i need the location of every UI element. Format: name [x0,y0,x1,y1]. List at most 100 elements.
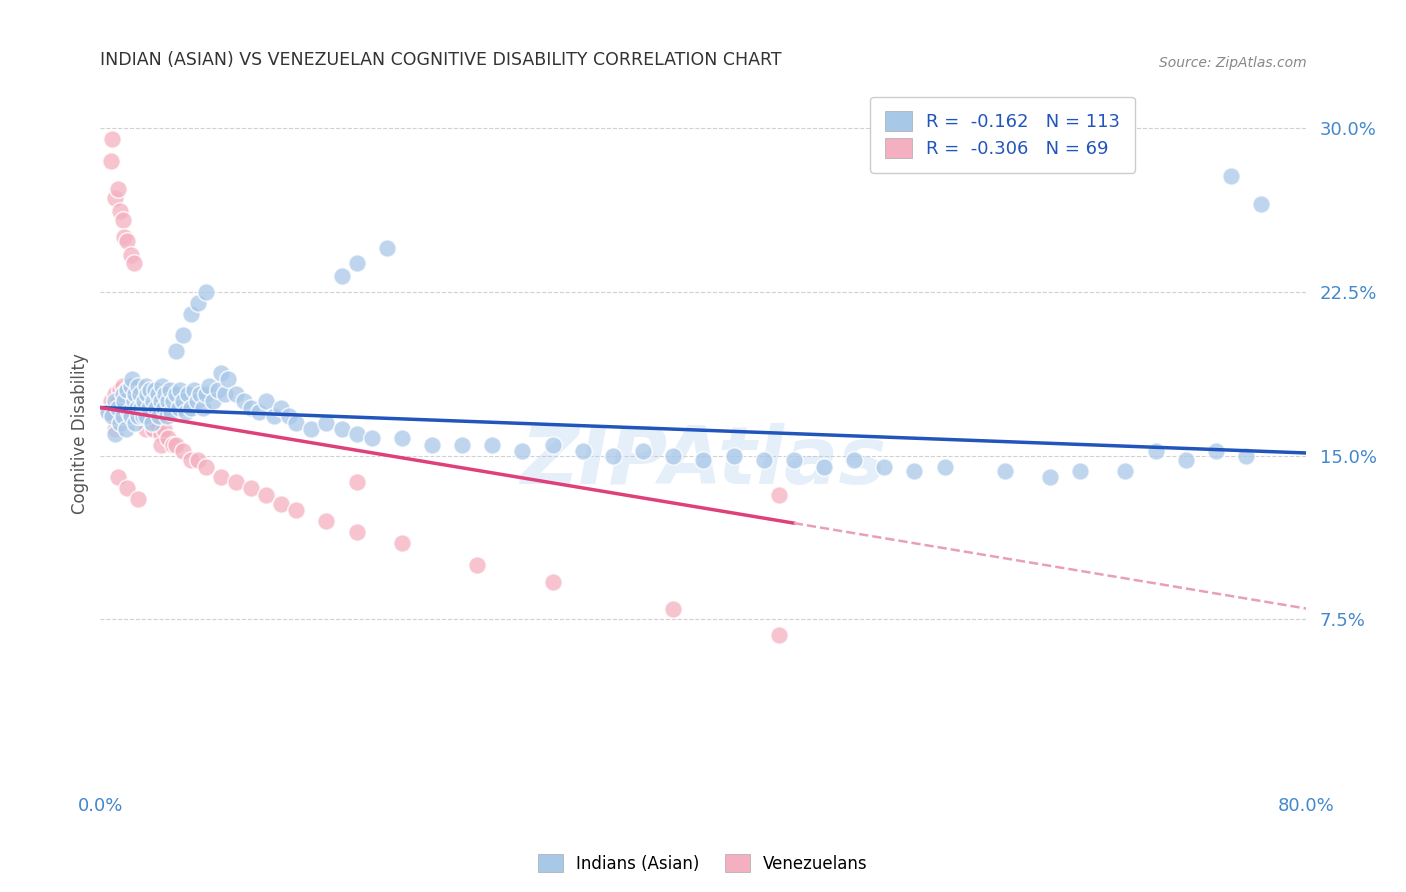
Point [263,409,285,424]
Point [631,444,654,458]
Point [136,387,159,401]
Point [188,387,211,401]
Point [187,295,209,310]
Point [873,459,896,474]
Point [124,387,146,401]
Point [662,449,685,463]
Point [115,401,138,415]
Point [111,409,134,424]
Point [121,387,143,401]
Point [152,422,174,436]
Point [107,394,129,409]
Point [138,401,160,415]
Point [108,383,131,397]
Point [346,524,368,539]
Point [346,475,368,489]
Point [1220,169,1243,183]
Point [692,453,714,467]
Point [1174,453,1197,467]
Point [114,387,136,401]
Point [240,401,263,415]
Point [165,438,187,452]
Point [934,459,956,474]
Point [148,409,170,424]
Point [225,475,247,489]
Point [122,394,145,409]
Point [465,558,488,572]
Point [1144,444,1167,458]
Point [149,438,172,452]
Legend: Indians (Asian), Venezuelans: Indians (Asian), Venezuelans [531,847,875,880]
Point [315,514,337,528]
Point [139,383,162,397]
Point [768,628,790,642]
Point [115,422,138,436]
Point [104,191,127,205]
Point [240,482,263,496]
Point [141,416,163,430]
Point [994,464,1017,478]
Point [135,401,157,415]
Point [111,212,134,227]
Point [111,409,134,424]
Point [117,235,139,249]
Point [180,307,202,321]
Point [172,394,194,409]
Point [143,383,166,397]
Point [162,438,184,452]
Text: ZIPAtlas: ZIPAtlas [520,423,887,500]
Point [375,241,398,255]
Y-axis label: Cognitive Disability: Cognitive Disability [72,353,89,514]
Point [104,426,127,441]
Point [1069,464,1091,478]
Point [135,409,157,424]
Point [101,132,124,146]
Point [108,416,131,430]
Point [131,409,153,424]
Point [120,378,142,392]
Point [127,409,149,424]
Point [128,387,150,401]
Point [571,444,593,458]
Point [180,453,202,467]
Point [129,401,152,415]
Point [124,387,146,401]
Point [285,503,308,517]
Point [903,464,925,478]
Point [198,378,221,392]
Point [135,422,157,436]
Point [391,431,413,445]
Point [149,426,172,441]
Point [97,405,120,419]
Point [149,394,172,409]
Point [169,383,191,397]
Point [100,153,122,168]
Point [124,416,146,430]
Point [330,422,353,436]
Point [183,383,205,397]
Point [104,422,127,436]
Point [122,256,145,270]
Point [120,409,142,424]
Point [127,492,149,507]
Point [1114,464,1136,478]
Point [783,453,806,467]
Legend: R =  -0.162   N = 113, R =  -0.306   N = 69: R = -0.162 N = 113, R = -0.306 N = 69 [870,96,1135,172]
Point [108,203,131,218]
Point [156,409,179,424]
Point [117,383,139,397]
Point [1234,449,1257,463]
Point [127,378,149,392]
Point [186,394,208,409]
Point [146,387,169,401]
Point [194,285,217,299]
Point [207,383,229,397]
Point [141,416,163,430]
Point [1039,470,1062,484]
Point [118,405,141,419]
Point [167,401,190,415]
Point [128,394,150,409]
Point [120,378,142,392]
Point [138,409,160,424]
Point [768,488,790,502]
